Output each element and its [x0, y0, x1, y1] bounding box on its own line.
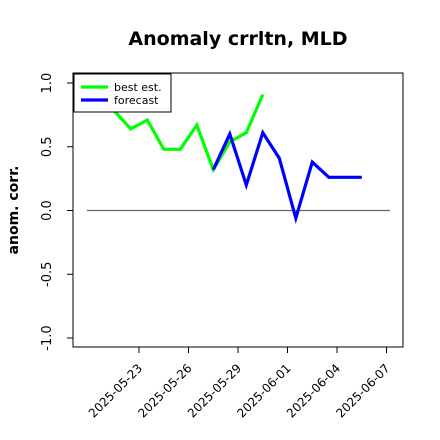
legend-entry-label: forecast [114, 94, 159, 107]
y-tick-label: -1.0 [40, 325, 55, 350]
legend-entry-label: best est. [114, 81, 162, 94]
y-axis: -1.0 -0.5 0.0 0.5 1.0 [40, 73, 73, 351]
legend: best est.forecast [73, 73, 172, 113]
y-tick-label: 0.5 [40, 136, 55, 157]
legend-box [73, 73, 172, 113]
y-tick-label: -0.5 [40, 262, 55, 287]
x-tick-label: 2025-06-07 [333, 361, 392, 420]
series-line-forecast [211, 128, 362, 225]
x-axis: 2025-05-232025-05-262025-05-292025-06-01… [86, 347, 393, 420]
y-tick-label: 0.0 [40, 200, 55, 221]
y-tick-label: 1.0 [40, 73, 55, 94]
y-axis-label: anom. corr. [6, 166, 22, 255]
chart-title: Anomaly crrltn, MLD [128, 28, 347, 50]
series-line-best-est [99, 90, 265, 174]
series-layer [99, 90, 362, 225]
